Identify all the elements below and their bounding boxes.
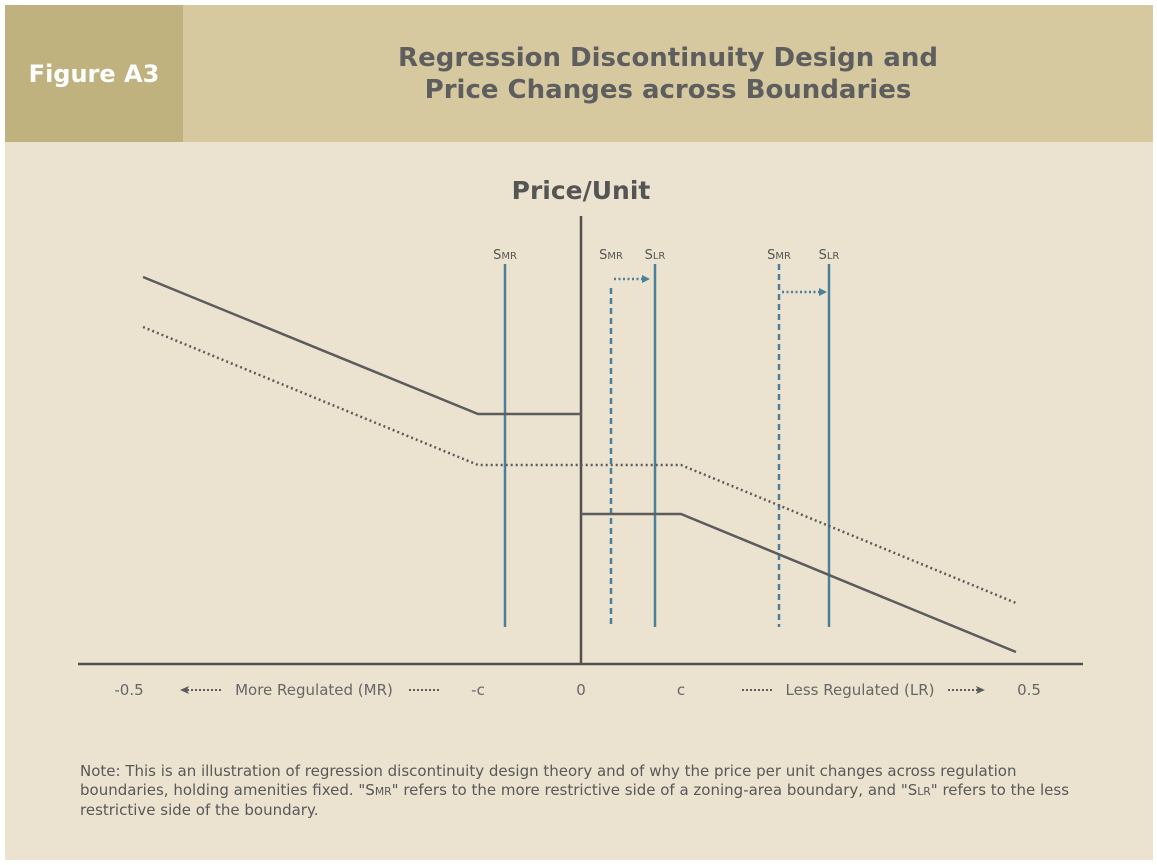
boundary-label-smr-far: SMR xyxy=(767,248,791,263)
figure-title: Regression Discontinuity Design and Pric… xyxy=(183,5,1153,142)
figure-number-label: Figure A3 xyxy=(5,5,183,142)
price-line-solid-lr xyxy=(581,512,1017,654)
y-axis-label: Price/Unit xyxy=(512,176,651,205)
figure-header: Figure A3 Regression Discontinuity Desig… xyxy=(5,5,1153,142)
boundary-label-smr-left: SMR xyxy=(493,248,517,263)
x-tick-label-zero: 0 xyxy=(576,681,586,699)
x-tick-label-c: c xyxy=(677,681,685,699)
figure-title-line-2: Price Changes across Boundaries xyxy=(424,74,912,105)
figure-title-line-1: Regression Discontinuity Design and xyxy=(398,42,938,73)
price-line-dotted xyxy=(142,325,1017,605)
boundary-label-slr-near: SLR xyxy=(645,248,666,263)
x-tick-label-neg-c: -c xyxy=(471,681,485,699)
x-tick-label-neg-half: -0.5 xyxy=(114,681,143,699)
region-label-less-regulated: Less Regulated (LR) xyxy=(786,681,935,699)
region-label-more-regulated: More Regulated (MR) xyxy=(235,681,393,699)
figure-note: Note: This is an illustration of regress… xyxy=(80,762,1070,819)
price-line-solid-mr xyxy=(142,275,581,416)
x-tick-label-pos-half: 0.5 xyxy=(1017,681,1041,699)
boundary-label-smr-near: SMR xyxy=(599,248,623,263)
figure-card: Figure A3 Regression Discontinuity Desig… xyxy=(5,5,1153,860)
boundary-label-slr-far: SLR xyxy=(819,248,840,263)
